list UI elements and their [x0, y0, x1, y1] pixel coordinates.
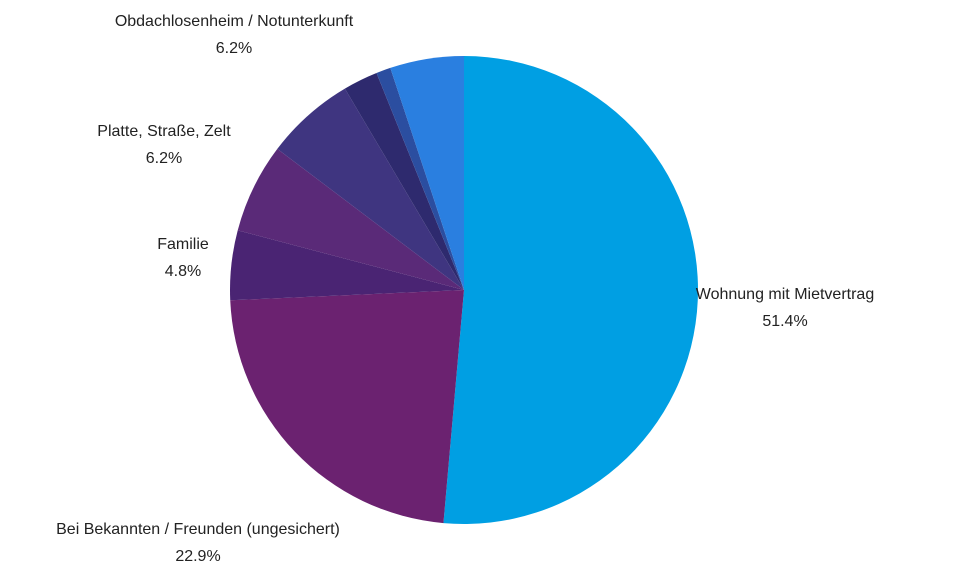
slice-value-label: 6.2% [146, 150, 182, 167]
slice-label: Bei Bekannten / Freunden (ungesichert) [56, 521, 340, 538]
slice-label: Platte, Straße, Zelt [97, 123, 231, 140]
pie-slice [390, 56, 464, 290]
pie-slice [237, 148, 464, 290]
pie-slice [376, 67, 464, 290]
slice-value-label: 4.8% [165, 263, 201, 280]
pie-slice [230, 290, 464, 524]
slice-label: Obdachlosenheim / Notunterkunft [115, 13, 354, 30]
pie-slice [277, 88, 464, 290]
slice-label: Familie [157, 236, 209, 253]
slice-value-label: 6.2% [216, 40, 252, 57]
pie-slice [230, 230, 464, 301]
slice-value-label: 51.4% [762, 313, 807, 330]
pie-slice [344, 72, 464, 290]
slice-value-label: 22.9% [175, 548, 220, 565]
pie-slice [443, 56, 698, 524]
slice-label: Wohnung mit Mietvertrag [696, 286, 874, 303]
